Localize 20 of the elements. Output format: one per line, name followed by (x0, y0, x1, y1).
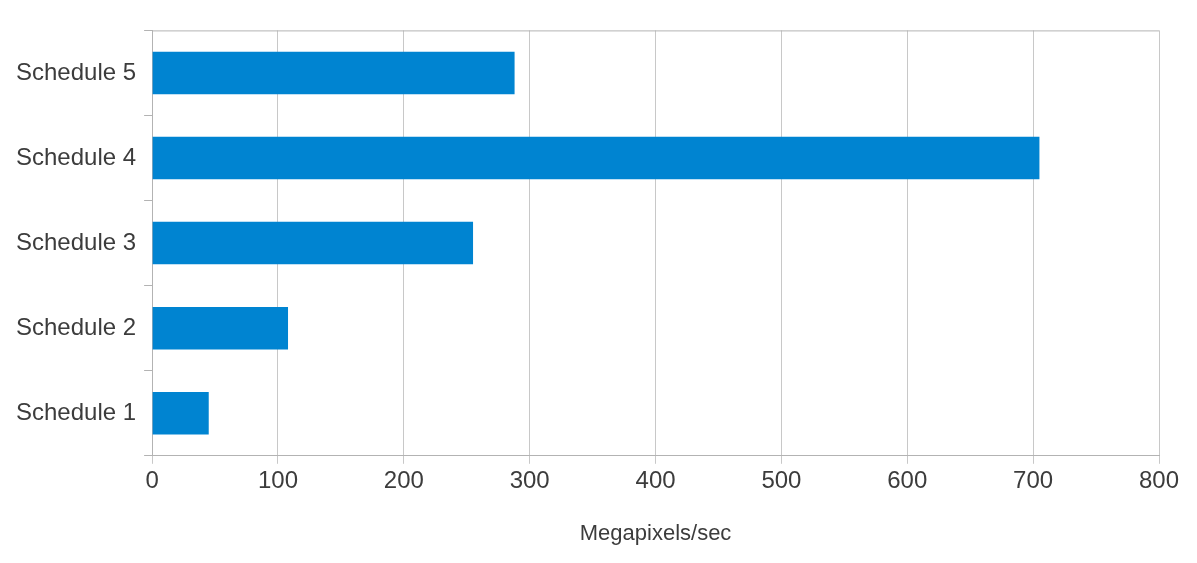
x-tick-label: 0 (145, 465, 159, 493)
x-tick-label: 800 (1138, 465, 1180, 493)
y-tick-label: Schedule 3 (16, 227, 137, 255)
x-tick-label: 400 (635, 465, 676, 493)
x-tick-label: 700 (1013, 465, 1054, 493)
y-tick-label: Schedule 2 (16, 312, 137, 340)
x-tick-label: 200 (383, 465, 424, 493)
x-tick-label: 300 (509, 465, 550, 493)
y-tick-label: Schedule 1 (16, 397, 137, 425)
y-tick-label: Schedule 4 (16, 142, 137, 170)
bar (152, 221, 474, 265)
y-tick-label: Schedule 5 (16, 57, 137, 85)
bar (152, 306, 289, 350)
bar (152, 51, 515, 95)
x-axis-title: Megapixels/sec (579, 519, 732, 545)
x-tick-label: 500 (761, 465, 802, 493)
bar (152, 391, 209, 435)
bar (152, 136, 1040, 180)
x-tick-label: 100 (257, 465, 298, 493)
x-tick-label: 600 (887, 465, 928, 493)
